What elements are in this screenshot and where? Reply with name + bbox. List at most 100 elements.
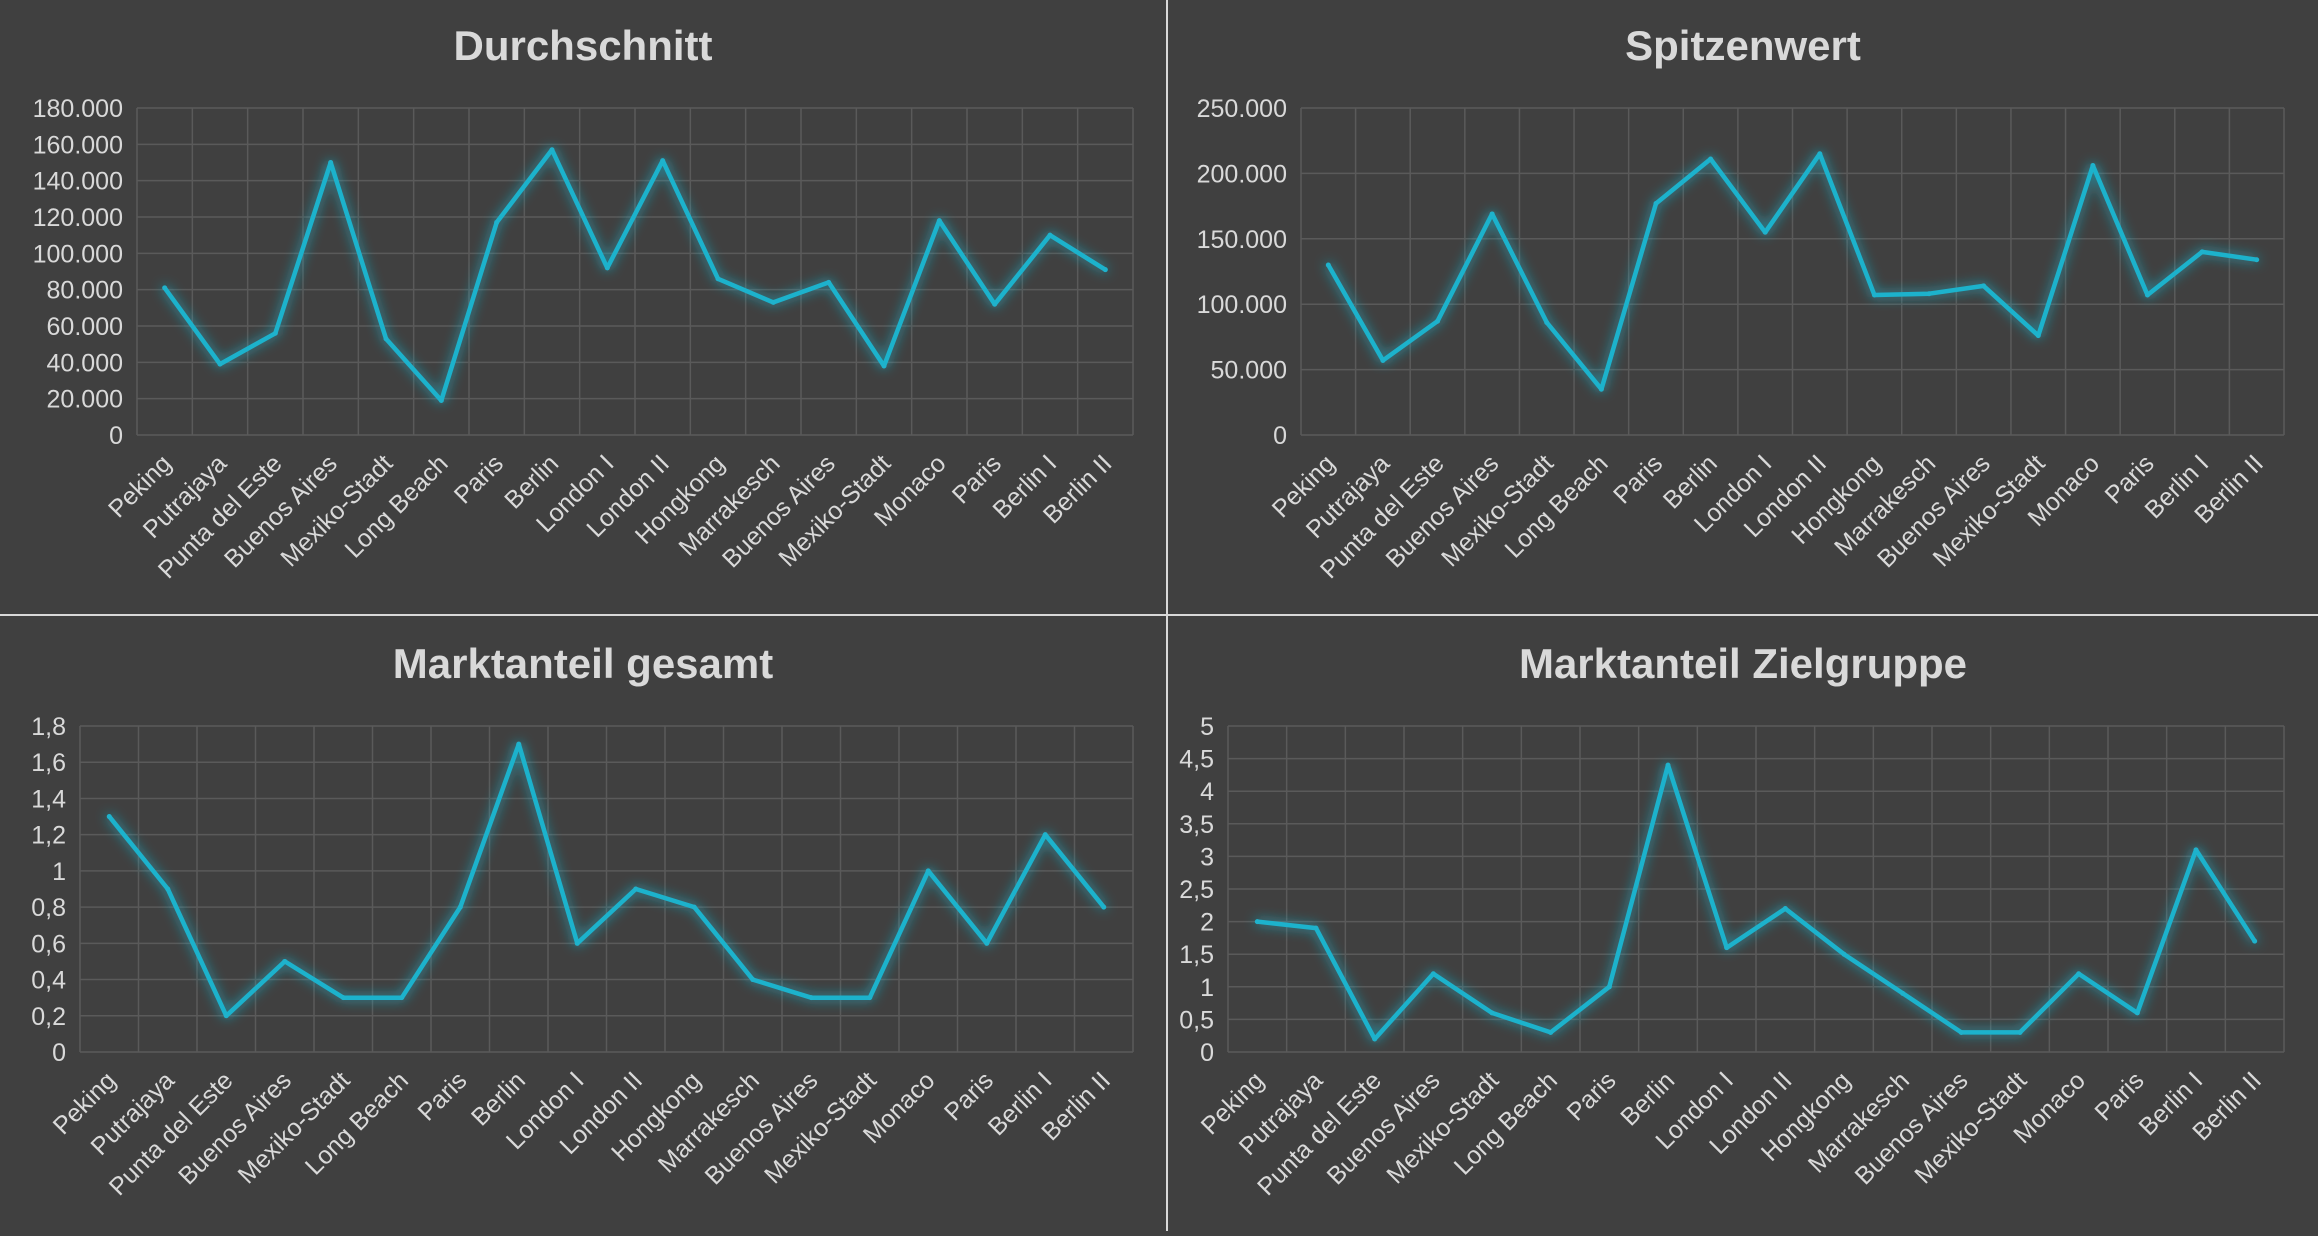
- chart-durchschnitt: Durchschnitt 0 20.000 40.000 60.000 80.000 10…: [33, 22, 1134, 584]
- x-tick-label: Paris: [449, 449, 509, 509]
- y-tick-label: 100.000: [1197, 291, 1287, 319]
- horizontal-divider: [0, 614, 2318, 616]
- series-line: [1326, 151, 2259, 392]
- data-point: [1841, 951, 1847, 957]
- data-point: [808, 995, 814, 1001]
- data-point: [1325, 262, 1331, 268]
- y-tick-label: 3: [1200, 843, 1214, 871]
- plot-area: 00,511,522,533,544,55PekingPutrajayaPunt…: [1179, 713, 2285, 1201]
- y-tick-label: 0,2: [31, 1003, 66, 1031]
- data-point: [1489, 211, 1495, 217]
- data-point: [1047, 232, 1053, 238]
- data-point: [282, 958, 288, 964]
- y-tick-label: 200.000: [1197, 160, 1287, 188]
- data-point: [2254, 257, 2260, 263]
- data-point: [1101, 904, 1107, 910]
- data-point: [328, 160, 334, 165]
- data-point: [1313, 925, 1319, 931]
- data-point: [457, 904, 463, 910]
- y-tick-label: 4: [1200, 778, 1214, 806]
- chart-title: Marktanteil Zielgruppe: [1519, 640, 1967, 687]
- data-point: [1665, 762, 1671, 768]
- chart-panel-durchschnitt: Durchschnitt 0 20.000 40.000 60.000 80.000 10…: [0, 0, 1167, 615]
- chart-panel-spitzenwert: Spitzenwert 0 50.000 100.000 150.000 200.000…: [1168, 0, 2318, 615]
- chart-marktanteil-gesamt: Marktanteil gesamt 0 0,2 0,4 0,6 0,8 1 1,2 1,4 1…: [31, 640, 1134, 1201]
- data-point: [1926, 291, 1932, 297]
- y-tick-label: 0,6: [31, 930, 66, 958]
- data-point: [2076, 971, 2082, 977]
- y-tick-label: 0,5: [1179, 1006, 1214, 1034]
- data-point: [1548, 1029, 1554, 1035]
- y-tick-label: 1: [52, 858, 66, 886]
- y-tick-label: 1,5: [1179, 941, 1214, 969]
- y-tick-label: 140.000: [33, 168, 123, 196]
- data-point: [2035, 333, 2041, 339]
- data-point: [1598, 386, 1604, 392]
- data-point: [604, 265, 610, 271]
- data-point: [1762, 229, 1768, 235]
- data-point: [826, 279, 832, 285]
- data-point: [217, 361, 223, 367]
- data-point: [2199, 249, 2205, 255]
- y-tick-label: 250.000: [1197, 95, 1287, 123]
- data-point: [438, 397, 444, 403]
- chart-title: Marktanteil gesamt: [393, 640, 773, 687]
- data-point: [1708, 156, 1714, 162]
- data-point: [1981, 283, 1987, 289]
- y-tick-label: 0,8: [31, 894, 66, 922]
- y-tick-label: 2,5: [1179, 876, 1214, 904]
- data-point: [223, 1013, 229, 1019]
- y-tick-label: 5: [1200, 713, 1214, 741]
- data-point: [750, 977, 756, 983]
- data-point: [1871, 292, 1877, 298]
- data-point: [162, 285, 168, 291]
- data-point: [272, 330, 278, 336]
- data-point: [1435, 318, 1441, 324]
- y-tick-label: 4,5: [1179, 746, 1214, 774]
- y-tick-label: 180.000: [33, 95, 123, 123]
- data-point: [881, 363, 887, 369]
- plot-area: 00,20,40,60,811,21,41,61,8PekingPutrajay…: [31, 713, 1134, 1201]
- data-point: [660, 158, 666, 164]
- y-tick-label: 1,4: [31, 785, 66, 813]
- data-point: [1042, 832, 1048, 838]
- data-point: [516, 741, 522, 747]
- y-tick-label: 20.000: [47, 386, 123, 414]
- data-point: [494, 219, 500, 225]
- data-point: [1544, 320, 1550, 326]
- chart-title: Durchschnitt: [453, 22, 712, 69]
- chart-spitzenwert: Spitzenwert 0 50.000 100.000 150.000 200.000…: [1197, 22, 2285, 584]
- data-point: [1254, 919, 1260, 925]
- data-point: [1817, 151, 1823, 157]
- x-tick-label: Paris: [412, 1066, 472, 1126]
- data-point: [1430, 971, 1436, 977]
- data-point: [2134, 1010, 2140, 1016]
- y-tick-label: 0: [1273, 422, 1287, 450]
- y-tick-label: 0: [52, 1039, 66, 1067]
- y-tick-label: 1,2: [31, 822, 66, 850]
- y-tick-label: 60.000: [47, 313, 123, 341]
- data-point: [399, 995, 405, 1001]
- data-point: [1724, 945, 1730, 951]
- data-point: [1653, 200, 1659, 206]
- data-point: [925, 868, 931, 874]
- data-point: [2252, 938, 2258, 944]
- y-tick-label: 2: [1200, 909, 1214, 937]
- y-tick-label: 1,8: [31, 713, 66, 741]
- data-point: [1606, 984, 1612, 990]
- x-tick-label: Paris: [1608, 449, 1668, 509]
- data-point: [1372, 1036, 1378, 1042]
- data-point: [1958, 1029, 1964, 1035]
- y-tick-label: 0: [1200, 1039, 1214, 1067]
- data-point: [936, 218, 942, 224]
- data-point: [2144, 292, 2150, 298]
- data-point: [1380, 357, 1386, 363]
- plot-area: 0 20.000 40.000 60.000 80.000 100.000 120.000 1…: [33, 95, 1134, 584]
- data-point: [633, 886, 639, 892]
- data-point: [992, 301, 998, 307]
- data-point: [715, 276, 721, 282]
- data-point: [770, 299, 776, 305]
- chart-title: Spitzenwert: [1625, 22, 1861, 69]
- data-point: [2017, 1029, 2023, 1035]
